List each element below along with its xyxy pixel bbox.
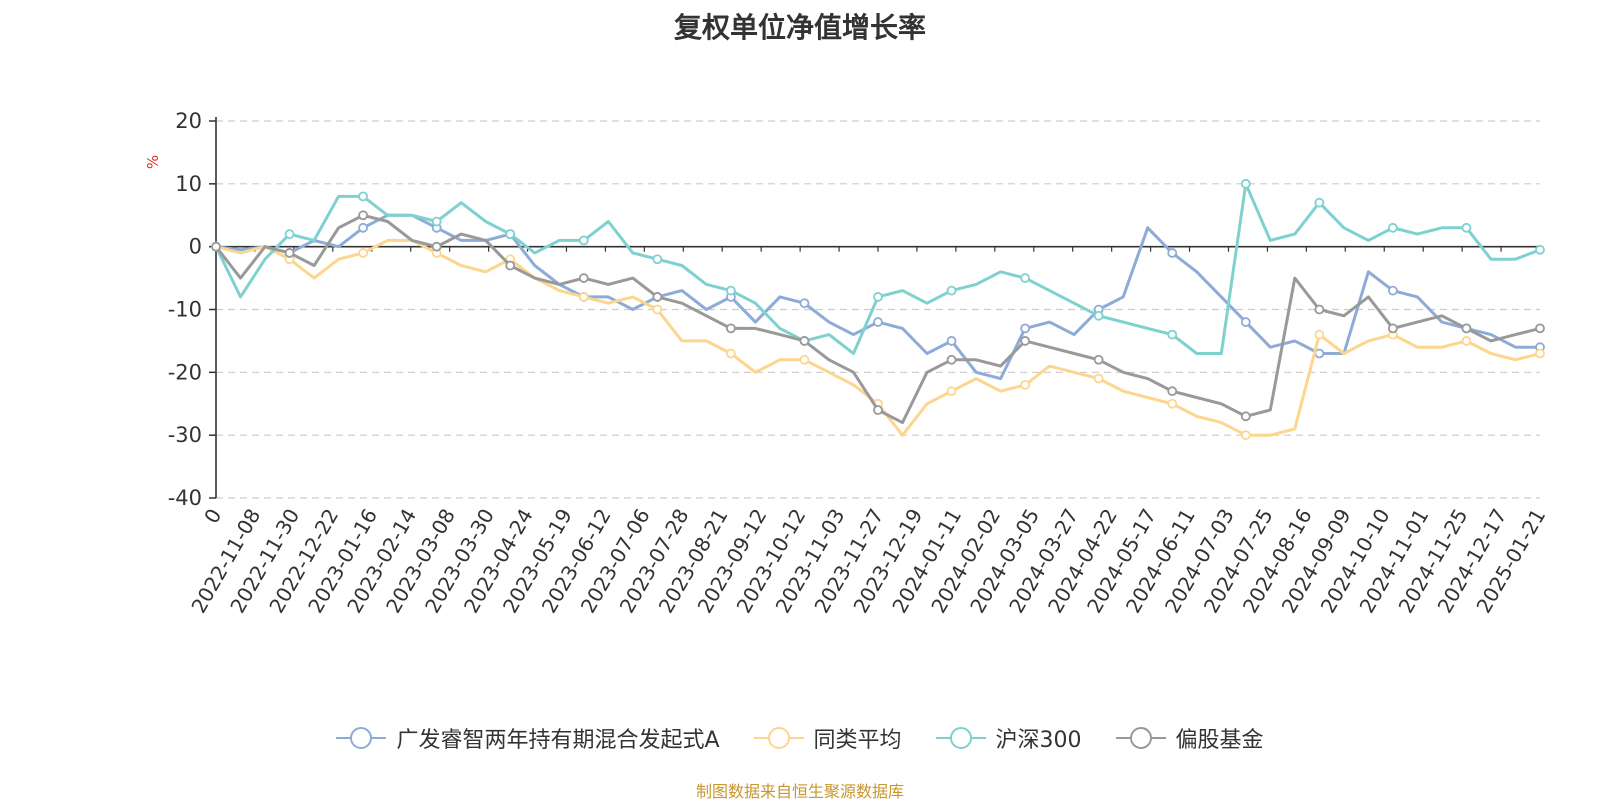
data-point bbox=[1314, 197, 1325, 208]
data-point bbox=[1093, 373, 1104, 384]
data-point bbox=[431, 216, 442, 227]
data-point bbox=[1535, 323, 1545, 334]
data-point bbox=[358, 191, 369, 202]
data-point bbox=[1387, 323, 1398, 334]
data-point bbox=[799, 354, 810, 365]
legend-item[interactable]: 偏股基金 bbox=[1115, 722, 1264, 754]
data-point bbox=[652, 254, 663, 265]
y-tick-label: -30 bbox=[168, 423, 202, 447]
chart-title: 复权单位净值增长率 bbox=[673, 11, 926, 44]
legend-item[interactable]: 沪深300 bbox=[935, 722, 1082, 754]
legend-label: 偏股基金 bbox=[1175, 728, 1264, 753]
y-tick-label: -10 bbox=[168, 298, 202, 322]
legend-marker-icon bbox=[336, 727, 387, 749]
data-point bbox=[284, 229, 295, 240]
data-source-note: 制图数据来自恒生聚源数据库 bbox=[695, 782, 904, 801]
legend-label: 广发睿智两年持有期混合发起式A bbox=[396, 728, 720, 753]
data-point bbox=[1167, 329, 1178, 340]
data-point bbox=[1461, 336, 1472, 346]
data-point bbox=[1535, 348, 1545, 359]
y-tick-label: -40 bbox=[168, 486, 202, 510]
axis-labels: 20100-10-20-30-40%02022-11-082022-11-302… bbox=[144, 109, 1550, 617]
data-point bbox=[946, 285, 957, 296]
data-point bbox=[1461, 222, 1472, 233]
data-point bbox=[799, 298, 810, 309]
data-point bbox=[578, 273, 589, 283]
data-point bbox=[1387, 222, 1398, 233]
y-tick-label: 10 bbox=[175, 172, 202, 196]
legend-label: 沪深300 bbox=[995, 728, 1082, 753]
data-point bbox=[505, 260, 516, 271]
data-point bbox=[358, 222, 369, 233]
grid-lines bbox=[216, 120, 1540, 499]
data-point bbox=[1020, 379, 1031, 390]
data-point bbox=[1535, 244, 1545, 255]
y-tick-label: 0 bbox=[189, 235, 202, 259]
data-point bbox=[946, 386, 957, 397]
x-tick-label: 0 bbox=[199, 505, 226, 528]
data-point bbox=[284, 248, 295, 258]
legend-label: 同类平均 bbox=[813, 728, 902, 753]
data-point bbox=[725, 323, 736, 334]
data-point bbox=[652, 304, 663, 315]
data-point bbox=[1314, 304, 1325, 315]
data-point bbox=[725, 285, 736, 296]
data-point bbox=[873, 317, 883, 327]
data-point bbox=[873, 405, 883, 415]
legend: 广发睿智两年持有期混合发起式A 同类平均 沪深300 偏股基金 bbox=[0, 722, 1600, 754]
data-point bbox=[1240, 178, 1251, 189]
series-line bbox=[214, 182, 1542, 355]
data-point bbox=[1020, 323, 1031, 334]
data-point bbox=[1167, 248, 1178, 258]
data-point bbox=[1240, 411, 1251, 422]
line-chart: 20100-10-20-30-40%02022-11-082022-11-302… bbox=[144, 109, 1550, 617]
data-point bbox=[652, 292, 663, 302]
legend-item[interactable]: 广发睿智两年持有期混合发起式A bbox=[336, 722, 720, 754]
data-point bbox=[358, 248, 369, 258]
data-point bbox=[1167, 398, 1178, 409]
legend-marker-icon bbox=[1115, 727, 1166, 749]
data-point bbox=[1314, 329, 1325, 340]
data-point bbox=[358, 210, 369, 221]
legend-marker-icon bbox=[753, 727, 804, 749]
data-point bbox=[505, 229, 516, 240]
data-point bbox=[873, 292, 883, 302]
data-point bbox=[946, 336, 957, 346]
data-point bbox=[431, 241, 442, 252]
data-point bbox=[211, 241, 221, 252]
data-point bbox=[946, 354, 957, 365]
data-point bbox=[1093, 310, 1104, 321]
legend-marker-icon bbox=[935, 727, 986, 749]
data-point bbox=[1387, 285, 1398, 296]
data-point bbox=[1020, 336, 1031, 346]
y-axis-label: % bbox=[144, 155, 162, 169]
data-point bbox=[1167, 386, 1178, 397]
data-point bbox=[1461, 323, 1472, 334]
data-point bbox=[578, 235, 589, 246]
data-point bbox=[1093, 354, 1104, 365]
data-point bbox=[1020, 273, 1031, 283]
series-lines bbox=[211, 178, 1545, 441]
data-point bbox=[1240, 317, 1251, 327]
y-tick-label: -20 bbox=[168, 360, 202, 384]
data-point bbox=[578, 292, 589, 302]
legend-item[interactable]: 同类平均 bbox=[753, 722, 902, 754]
data-point bbox=[1240, 430, 1251, 441]
data-point bbox=[725, 348, 736, 359]
y-tick-label: 20 bbox=[175, 109, 202, 133]
data-point bbox=[799, 336, 810, 346]
